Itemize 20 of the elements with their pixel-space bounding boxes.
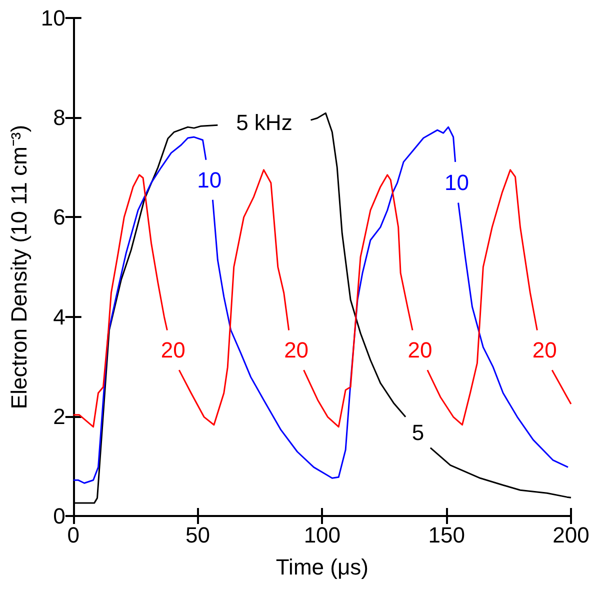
y-tick-label: 0 (53, 504, 66, 528)
y-tick-label: 6 (53, 204, 66, 230)
y-tick-label: 4 (53, 304, 66, 330)
y-tick-label: 10 (40, 6, 66, 30)
y-axis-title: Electron Density (10 11 cm⁻³) (6, 124, 32, 410)
y-tick-label: 2 (53, 404, 66, 429)
annotation: 20 (160, 338, 186, 363)
x-tick-label: 50 (186, 522, 210, 548)
x-tick-label: 100 (304, 522, 341, 548)
annotation: 20 (532, 338, 557, 363)
annotation: 10 (444, 170, 470, 195)
annotation: 20 (408, 338, 432, 363)
x-tick-label: 200 (552, 522, 590, 548)
x-axis-title: Time (μs) (276, 554, 368, 580)
annotation: 10 (197, 167, 222, 192)
y-tick-label: 8 (53, 105, 66, 130)
annotation: 20 (284, 338, 309, 363)
x-tick-label: 150 (428, 522, 465, 548)
annotation: 5 kHz (236, 110, 292, 136)
annotation: 5 (412, 420, 424, 445)
